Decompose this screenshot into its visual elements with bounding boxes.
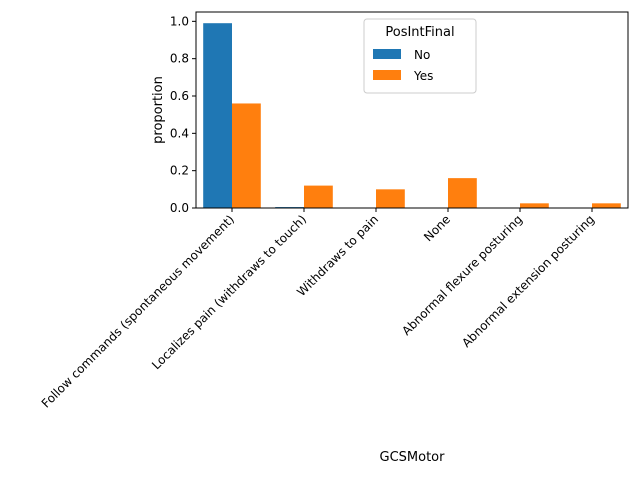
bar-yes-1	[304, 185, 333, 208]
legend-label-no: No	[414, 48, 430, 62]
bar-yes-3	[448, 178, 477, 208]
bar-yes-0	[232, 103, 261, 208]
legend-title: PosIntFinal	[385, 25, 454, 40]
y-tick-label: 1.0	[170, 14, 189, 28]
x-tick-label: Localizes pain (withdraws to touch)	[149, 212, 309, 372]
x-tick-label: Abnormal extension posturing	[459, 212, 597, 350]
y-tick-label: 0.6	[170, 89, 189, 103]
bars-layer	[203, 23, 621, 209]
y-tick-label: 0.4	[170, 126, 189, 140]
bar-yes-2	[376, 189, 405, 208]
bar-yes-4	[520, 203, 549, 208]
y-axis-label: proportion	[151, 76, 166, 144]
bar-yes-5	[592, 203, 621, 208]
x-tick-label: Abnormal flexure posturing	[399, 212, 525, 338]
y-tick-label: 0.2	[170, 164, 189, 178]
x-axis-label: GCSMotor	[380, 450, 446, 465]
legend-swatch-yes	[373, 70, 401, 80]
x-tick-label: Withdraws to pain	[294, 212, 381, 299]
bar-no-0	[203, 23, 232, 209]
legend: PosIntFinal No Yes	[363, 18, 477, 94]
legend-swatch-no	[373, 49, 401, 59]
y-axis: 0.0 0.2 0.4 0.6 0.8 1.0	[170, 14, 196, 215]
legend-label-yes: Yes	[413, 69, 433, 83]
plot-frame	[195, 11, 629, 209]
y-tick-label: 0.8	[170, 52, 189, 66]
y-tick-label: 0.0	[170, 201, 189, 215]
x-tick-label: None	[421, 212, 453, 244]
x-axis: Follow commands (spontaneous movement)Lo…	[39, 208, 597, 411]
